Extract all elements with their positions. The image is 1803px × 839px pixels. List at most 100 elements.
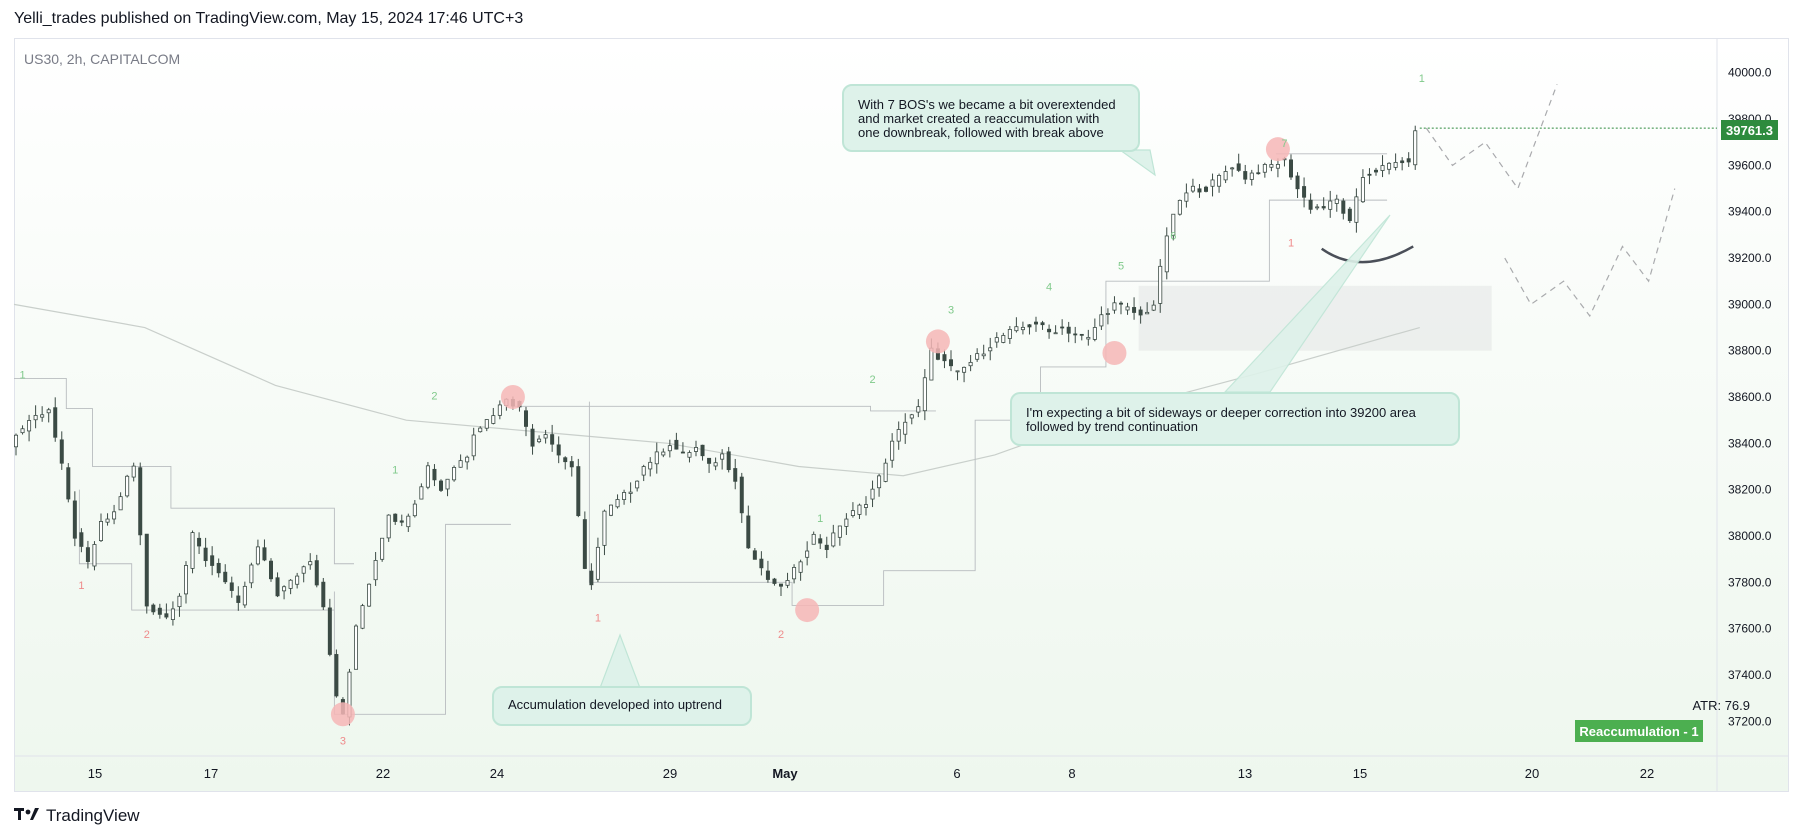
candle-body: [334, 654, 339, 697]
swing-label: 2: [778, 629, 784, 641]
candle-body: [837, 525, 842, 538]
candle-body: [99, 521, 104, 542]
candle-body: [707, 457, 712, 464]
candle-body: [563, 457, 568, 463]
candle-body: [694, 447, 699, 452]
candle-body: [1190, 185, 1195, 192]
swing-label: 1: [595, 613, 601, 625]
candle-body: [1027, 324, 1032, 328]
candle-body: [864, 504, 869, 508]
swing-label: 5: [1118, 261, 1124, 273]
candle-body: [994, 337, 999, 343]
candle-body: [255, 546, 260, 565]
candle-body: [1269, 164, 1274, 168]
reaccumulation-arc: [1320, 245, 1414, 264]
candle-body: [131, 465, 136, 478]
callout-overextended-tail: [1118, 149, 1156, 177]
candle-body: [183, 565, 188, 595]
atr-label: ATR: 76.9: [1692, 698, 1750, 713]
x-tick-label: 13: [1238, 766, 1252, 781]
candle-body: [805, 550, 810, 558]
swing-label: 1: [392, 464, 398, 476]
candle-body: [53, 407, 58, 438]
candle-body: [72, 500, 77, 539]
y-tick-label: 37200.0: [1728, 714, 1772, 728]
callout-accumulation-text: Accumulation developed into uptrend: [508, 697, 722, 712]
candle-body: [942, 354, 947, 362]
chart-title: US30, 2h, CAPITALCOM: [24, 51, 180, 67]
candle-body: [177, 595, 182, 608]
candle-body: [40, 414, 45, 418]
candle-body: [962, 366, 967, 373]
structure-line: [510, 405, 936, 412]
tradingview-logo[interactable]: TradingView: [14, 806, 140, 826]
candle-body: [1053, 332, 1058, 335]
candle-body: [589, 570, 594, 586]
candle-body: [1125, 306, 1130, 311]
candle-body: [380, 537, 385, 560]
candle-body: [654, 451, 659, 465]
candle-body: [1105, 313, 1110, 315]
candle-body: [1393, 162, 1398, 168]
callout-expectation-text: I'm expecting a bit of sideways or deepe…: [1026, 405, 1416, 434]
candle-body: [367, 583, 372, 607]
candle-body: [609, 504, 614, 516]
candle-body: [1230, 167, 1235, 170]
candle-body: [667, 445, 672, 452]
candle-body: [1256, 172, 1261, 175]
candle-body: [242, 585, 247, 606]
pivot-circle: [795, 598, 820, 623]
candle-body: [353, 625, 358, 670]
candle-body: [438, 480, 443, 491]
candle-body: [1073, 333, 1078, 336]
candle-body: [798, 561, 803, 573]
candle-body: [648, 461, 653, 470]
candle-body: [824, 544, 829, 550]
candle-body: [412, 503, 417, 517]
swing-label: 6: [1170, 231, 1176, 243]
candle-body: [1092, 327, 1097, 340]
y-tick-label: 39000.0: [1728, 297, 1772, 311]
swing-label: 2: [431, 390, 437, 402]
candle-body: [301, 566, 306, 574]
candle-body: [1360, 177, 1365, 203]
candle-body: [844, 518, 849, 527]
candle-body: [1197, 188, 1202, 193]
y-tick-label: 40000.0: [1728, 66, 1772, 80]
y-tick-label: 38200.0: [1728, 483, 1772, 497]
candle-body: [386, 514, 391, 539]
candle-body: [883, 462, 888, 482]
candle-body: [66, 467, 71, 500]
y-tick-label: 39200.0: [1728, 251, 1772, 265]
candle-body: [1334, 198, 1339, 204]
chart-frame[interactable]: [14, 38, 1789, 792]
candle-body: [602, 510, 607, 546]
candle-body: [903, 421, 908, 435]
candle-body: [792, 567, 797, 580]
candle-body: [262, 547, 267, 561]
candle-body: [870, 488, 875, 500]
callout-accumulation: Accumulation developed into uptrend: [492, 686, 752, 726]
candle-body: [46, 409, 51, 414]
publisher-line: Yelli_trades published on TradingView.co…: [14, 10, 524, 27]
candle-body: [373, 560, 378, 581]
candle-body: [1164, 235, 1169, 273]
candle-body: [491, 415, 496, 424]
candle-body: [1223, 171, 1228, 181]
candle-body: [1066, 326, 1071, 334]
candle-body: [1262, 164, 1267, 173]
candle-body: [223, 571, 228, 583]
candle-body: [249, 564, 254, 584]
candle-body: [203, 547, 208, 562]
candle-body: [896, 429, 901, 442]
candle-body: [1060, 326, 1065, 329]
candle-body: [452, 467, 457, 481]
y-tick-label: 39400.0: [1728, 205, 1772, 219]
x-tick-label: 15: [1353, 766, 1367, 781]
candle-body: [20, 428, 25, 434]
candle-body: [393, 513, 398, 522]
candle-body: [1367, 173, 1372, 176]
candle-body: [1034, 321, 1039, 325]
y-tick-label: 38800.0: [1728, 344, 1772, 358]
